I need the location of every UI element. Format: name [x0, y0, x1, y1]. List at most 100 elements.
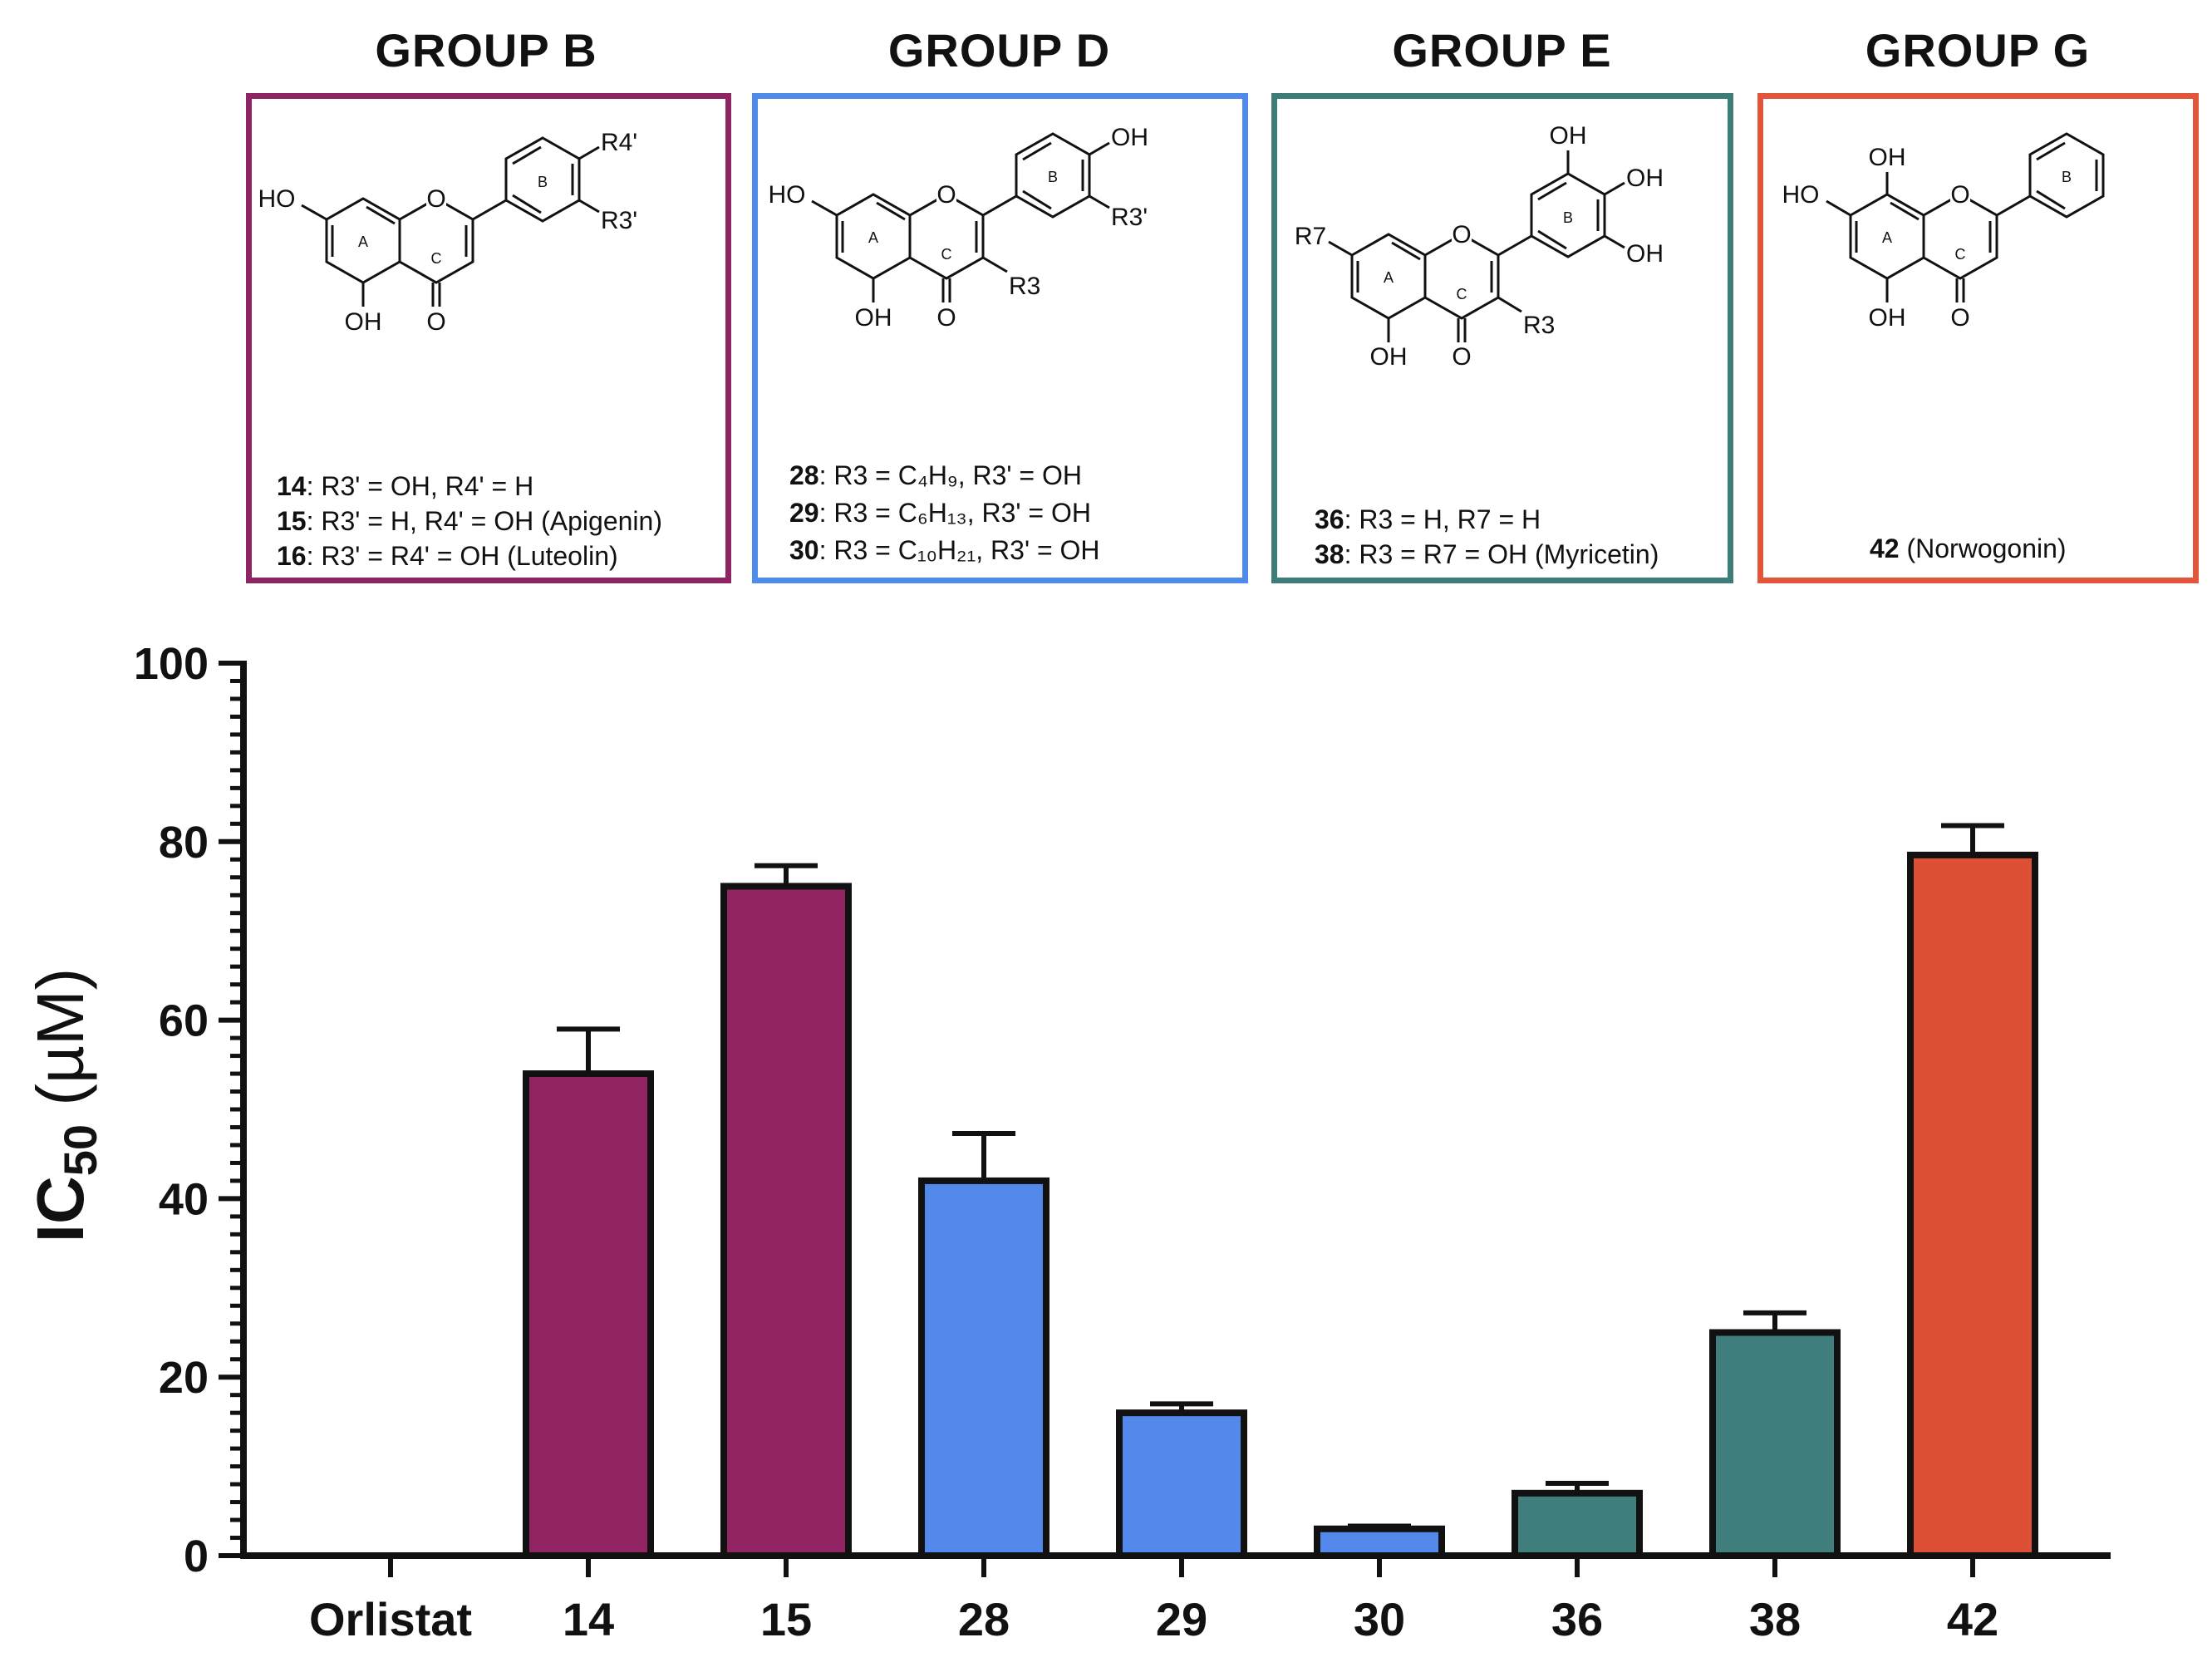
compound-number: 15: [277, 506, 307, 536]
substituent-line: 30: R3 = C₁₀H₂₁, R3' = OH: [789, 535, 1100, 566]
r7-label: R7: [1295, 223, 1326, 250]
r4p-label: R4': [601, 129, 637, 156]
x-tick-label: 15: [760, 1593, 812, 1645]
compound-number: 16: [277, 541, 307, 571]
carbonyl-oxygen-label: O: [1452, 343, 1471, 371]
group-box-e: O R7 OH O A C B OH OH OH R3 36: R3 = H, …: [1271, 93, 1733, 583]
group-box-b: O HO OH O A C B R4' R3' 14: R3' = OH, R4…: [246, 93, 731, 583]
substituent-line: 16: R3' = R4' = OH (Luteolin): [277, 541, 618, 572]
substituent-line: 42 (Norwogonin): [1870, 534, 2067, 564]
ho-label: HO: [769, 181, 806, 209]
x-tick-label: 14: [563, 1593, 614, 1645]
ring-a-label: A: [1882, 229, 1892, 246]
substituent-text: (Norwogonin): [1899, 534, 2067, 563]
bar: [1314, 1525, 1445, 1560]
ring-a-label: A: [868, 229, 878, 246]
y-tick-label: 80: [159, 818, 209, 868]
ring-oxygen-label: O: [426, 185, 445, 213]
ring-c-label: C: [941, 246, 952, 263]
y-axis: 0 20 40 60 80 100: [134, 639, 247, 1581]
ring-c-label: C: [1955, 246, 1966, 263]
ring-b-label: B: [1563, 209, 1573, 226]
group-title-d: GROUP D: [887, 24, 1111, 76]
substituent-line: 15: R3' = H, R4' = OH (Apigenin): [277, 506, 662, 537]
y-tick-label: 100: [134, 639, 209, 689]
r3-label: R3: [1523, 312, 1555, 339]
ring-b-label: B: [1048, 169, 1058, 185]
oh-label: OH: [1370, 343, 1408, 371]
x-tick-label: Orlistat: [309, 1593, 472, 1645]
carbonyl-oxygen-label: O: [1950, 304, 1969, 332]
compound-number: 30: [789, 535, 819, 565]
x-tick-label: 42: [1947, 1593, 1998, 1645]
oh-label: OH: [1550, 122, 1587, 150]
substituent-line: 28: R3 = C₄H₉, R3' = OH: [789, 460, 1082, 491]
flavone-structure-e: O R7 OH O A C B OH OH OH R3: [1295, 122, 1664, 371]
substituent-line: 29: R3 = C₆H₁₃, R3' = OH: [789, 498, 1091, 529]
substituent-text: : R3' = H, R4' = OH (Apigenin): [306, 506, 662, 536]
group-box-g: O OH HO OH O A C B 42 (Norwogonin): [1757, 93, 2199, 583]
compound-number: 14: [277, 471, 307, 501]
oh-label: OH: [1111, 124, 1148, 151]
bars: [523, 823, 2038, 1560]
compound-number: 29: [789, 498, 819, 528]
bar: [523, 1070, 654, 1560]
substituent-text: : R3' = OH, R4' = H: [306, 471, 534, 501]
y-axis-label-main: IC: [23, 1176, 97, 1242]
y-tick-label: 60: [159, 996, 209, 1046]
compound-number: 28: [789, 460, 819, 490]
y-tick-label: 20: [159, 1353, 209, 1403]
bar: [720, 883, 852, 1559]
y-axis-label: IC50 (µM): [23, 968, 106, 1243]
group-title-g: GROUP G: [1865, 24, 2091, 76]
x-tick-label: 28: [958, 1593, 1010, 1645]
substituent-text: : R3 = H, R7 = H: [1344, 504, 1541, 534]
oh-label: OH: [1869, 304, 1906, 332]
oh-label: OH: [1626, 240, 1664, 268]
x-tick-label: 36: [1551, 1593, 1603, 1645]
flavone-structure-g: O OH HO OH O A C B: [1782, 132, 2105, 332]
ic50-bar-chart: 0 20 40 60 80 100 Orlistat 14 15 28 29 30 36 38 42 IC…: [23, 639, 2111, 1645]
y-tick-label: 40: [159, 1174, 209, 1224]
substituent-line: 14: R3' = OH, R4' = H: [277, 471, 533, 502]
oh-label: OH: [855, 304, 892, 332]
ring-a-label: A: [1384, 269, 1394, 286]
ho-label: HO: [258, 185, 296, 213]
compound-number: 42: [1870, 534, 1900, 563]
flavone-structure-b: O HO OH O A C B R4' R3': [258, 129, 638, 336]
ring-a-label: A: [358, 234, 368, 250]
bar: [1907, 851, 2038, 1560]
x-tick-label: 30: [1354, 1593, 1405, 1645]
ring-oxygen-label: O: [1950, 181, 1969, 209]
bar: [918, 1177, 1049, 1560]
ring-b-label: B: [538, 174, 548, 190]
ring-c-label: C: [431, 250, 442, 267]
oh-label: OH: [1869, 144, 1906, 171]
substituent-text: : R3' = R4' = OH (Luteolin): [306, 541, 618, 571]
y-axis-label-unit: (µM): [23, 968, 97, 1124]
r3p-label: R3': [601, 207, 637, 234]
substituent-line: 36: R3 = H, R7 = H: [1315, 504, 1541, 535]
x-tick-label: 38: [1749, 1593, 1801, 1645]
group-title-e: GROUP E: [1392, 24, 1612, 76]
bar: [1512, 1489, 1643, 1559]
substituent-text: : R3 = C₆H₁₃, R3' = OH: [818, 498, 1091, 528]
substituent-text: : R3 = C₄H₉, R3' = OH: [818, 460, 1082, 490]
y-tick-label: 0: [184, 1532, 209, 1581]
ring-b-label: B: [2062, 169, 2072, 185]
x-axis: Orlistat 14 15 28 29 30 36 38 42: [240, 1552, 2111, 1645]
bar: [1709, 1329, 1841, 1559]
r3p-label: R3': [1111, 204, 1148, 231]
group-title-b: GROUP B: [375, 24, 597, 76]
substituent-line: 38: R3 = R7 = OH (Myricetin): [1315, 539, 1659, 570]
y-axis-label-subscript: 50: [54, 1124, 106, 1176]
ring-oxygen-label: O: [936, 181, 956, 209]
oh-label: OH: [345, 308, 382, 336]
ho-label: HO: [1782, 181, 1820, 209]
bar: [1116, 1409, 1247, 1560]
substituent-text: : R3 = C₁₀H₂₁, R3' = OH: [818, 535, 1100, 565]
ring-oxygen-label: O: [1452, 221, 1471, 248]
flavone-structure-d: O HO OH O A C B OH R3' R3: [769, 124, 1149, 332]
oh-label: OH: [1626, 165, 1664, 192]
ring-c-label: C: [1457, 286, 1467, 302]
